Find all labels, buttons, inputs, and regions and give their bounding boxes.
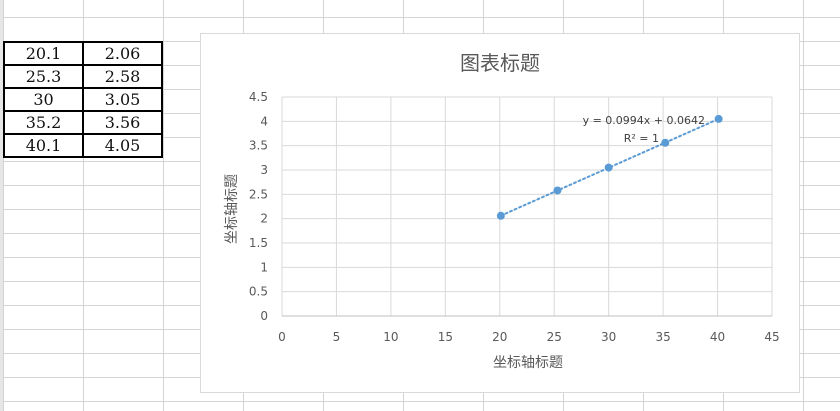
y-tick-label: 0 (260, 309, 268, 323)
data-point[interactable] (604, 163, 613, 172)
y-tick-label: 1 (260, 260, 268, 274)
table-row: 35.2 3.56 (3, 110, 163, 135)
table-cell[interactable]: 35.2 (3, 110, 84, 135)
y-tick-label: 3 (260, 163, 268, 177)
data-point[interactable] (661, 138, 670, 147)
data-point[interactable] (496, 211, 505, 220)
y-tick-label: 0.5 (249, 285, 268, 299)
trendline-r-squared[interactable]: R² = 1 (624, 132, 659, 145)
table-cell[interactable]: 3.05 (82, 87, 163, 112)
data-table: 20.1 2.06 25.3 2.58 30 3.05 35.2 3.56 40.1 4.05 (3, 41, 163, 158)
table-row: 40.1 4.05 (3, 133, 163, 158)
trendline-equation[interactable]: y = 0.0994x + 0.0642 (583, 114, 705, 127)
table-cell[interactable]: 30 (3, 87, 84, 112)
table-cell[interactable]: 2.58 (82, 64, 163, 89)
table-cell[interactable]: 40.1 (3, 133, 84, 158)
table-cell[interactable]: 25.3 (3, 64, 84, 89)
y-tick-label: 4 (260, 114, 268, 128)
y-tick-label: 2 (260, 212, 268, 226)
x-tick-label: 25 (547, 330, 562, 344)
x-tick-label: 5 (333, 330, 341, 344)
table-cell[interactable]: 4.05 (82, 133, 163, 158)
x-tick-label: 15 (438, 330, 453, 344)
sheet-left-edge (0, 0, 3, 411)
table-row: 30 3.05 (3, 87, 163, 112)
data-points (496, 114, 723, 220)
table-row: 25.3 2.58 (3, 64, 163, 89)
table-row: 20.1 2.06 (3, 41, 163, 66)
table-cell[interactable]: 20.1 (3, 41, 84, 66)
x-tick-label: 30 (601, 330, 616, 344)
grid-lines (281, 96, 773, 316)
x-tick-label: 20 (492, 330, 507, 344)
x-tick-label: 35 (655, 330, 670, 344)
x-tick-label: 0 (278, 330, 286, 344)
chart-title[interactable]: 图表标题 (460, 51, 540, 75)
data-point[interactable] (714, 114, 723, 123)
y-tick-label: 3.5 (249, 139, 268, 153)
y-tick-label: 4.5 (249, 90, 268, 104)
tick-labels: 0 0.5 1 1.5 2 2.5 3 3.5 4 4.5 0 5 10 15 20 25 30 35 40 45 (249, 90, 780, 344)
y-tick-label: 1.5 (249, 236, 268, 250)
table-cell[interactable]: 3.56 (82, 110, 163, 135)
x-axis-title[interactable]: 坐标轴标题 (493, 355, 563, 371)
data-point[interactable] (553, 186, 562, 195)
x-tick-label: 40 (710, 330, 725, 344)
y-tick-label: 2.5 (249, 187, 268, 201)
x-tick-label: 45 (764, 330, 779, 344)
x-tick-label: 10 (383, 330, 398, 344)
table-cell[interactable]: 2.06 (82, 41, 163, 66)
y-axis-title[interactable]: 坐标轴标题 (224, 174, 240, 244)
